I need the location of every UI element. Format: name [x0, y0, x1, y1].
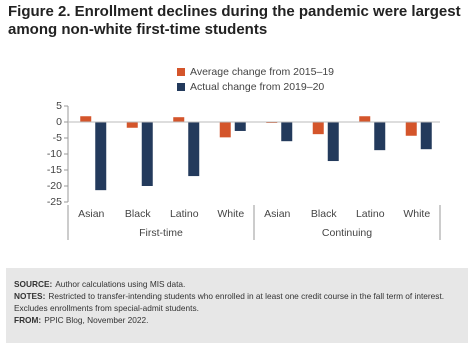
- chart-title: Figure 2. Enrollment declines during the…: [8, 3, 461, 38]
- bar: [188, 122, 200, 177]
- x-tick-label: Black: [125, 208, 151, 220]
- y-tick-label: -5: [53, 132, 62, 144]
- bar: [173, 117, 185, 122]
- bar: [234, 122, 246, 131]
- footnote-text: Restricted to transfer-intending student…: [14, 291, 445, 313]
- legend-label: Actual change from 2019–20: [190, 81, 324, 93]
- y-tick-label: -10: [47, 148, 62, 160]
- x-tick-label: Latino: [170, 208, 199, 220]
- footnote-text: Author calculations using MIS data.: [55, 279, 186, 289]
- bar: [405, 122, 417, 136]
- group-label: First-time: [139, 227, 183, 239]
- x-tick-label: White: [217, 208, 244, 220]
- bar: [80, 116, 92, 122]
- bar: [327, 122, 339, 162]
- bar: [281, 122, 293, 142]
- x-tick-label: White: [403, 208, 430, 220]
- legend-swatch: [177, 68, 185, 76]
- x-tick-label: Asian: [264, 208, 290, 220]
- bar: [219, 122, 231, 138]
- bar: [359, 116, 371, 122]
- x-tick-label: Asian: [78, 208, 104, 220]
- legend-swatch: [177, 83, 185, 91]
- footnote: FROM: PPIC Blog, November 2022.: [14, 314, 460, 326]
- bar: [374, 122, 386, 151]
- footnote: SOURCE: Author calculations using MIS dat…: [14, 278, 460, 290]
- x-tick-label: Latino: [356, 208, 385, 220]
- legend-label: Average change from 2015–19: [190, 66, 334, 78]
- bar: [312, 122, 324, 135]
- footnote-label: NOTES:: [14, 291, 46, 301]
- footnote-text: PPIC Blog, November 2022.: [44, 315, 149, 325]
- x-tick-label: Black: [311, 208, 337, 220]
- bar: [420, 122, 432, 150]
- footnotes: SOURCE: Author calculations using MIS dat…: [6, 268, 468, 343]
- y-tick-label: 0: [56, 116, 62, 128]
- bar: [141, 122, 153, 186]
- bar: [126, 122, 138, 128]
- footnote: NOTES: Restricted to transfer-intending s…: [14, 290, 460, 314]
- y-tick-label: -15: [47, 164, 62, 176]
- y-tick-label: 5: [56, 100, 62, 112]
- y-tick-label: -20: [47, 180, 62, 192]
- footnote-label: FROM:: [14, 315, 42, 325]
- chart: Average change from 2015–19 Actual change…: [47, 66, 441, 240]
- bar: [95, 122, 107, 191]
- footnote-label: SOURCE:: [14, 279, 53, 289]
- group-label: Continuing: [322, 227, 372, 239]
- y-tick-label: -25: [47, 196, 62, 208]
